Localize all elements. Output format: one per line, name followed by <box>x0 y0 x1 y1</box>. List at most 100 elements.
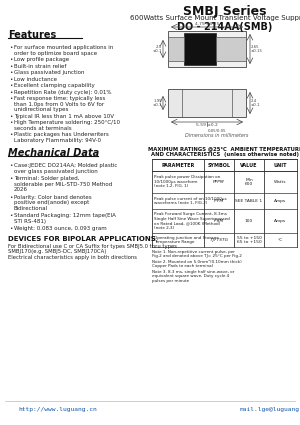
Text: Operating junction and Storage: Operating junction and Storage <box>154 235 219 240</box>
Text: •: • <box>9 76 12 82</box>
Text: SEE TABLE 1: SEE TABLE 1 <box>236 199 262 203</box>
Text: Note 2. Mounted on 5.0mm²(0.10mm thick): Note 2. Mounted on 5.0mm²(0.10mm thick) <box>152 260 242 264</box>
Bar <box>168 31 246 67</box>
Text: 0.05/0.05: 0.05/0.05 <box>208 129 226 133</box>
Text: Excellent clamping capability: Excellent clamping capability <box>14 83 95 88</box>
Text: order to optimize board space: order to optimize board space <box>14 51 97 56</box>
Text: on Rated Load, @100K (Method): on Rated Load, @100K (Method) <box>154 221 220 225</box>
Text: Peak Forward Surge Current, 8.3ms: Peak Forward Surge Current, 8.3ms <box>154 212 227 216</box>
Text: 4.75 ±0.25: 4.75 ±0.25 <box>195 22 219 26</box>
Text: High Temperature soldering: 250°C/10: High Temperature soldering: 250°C/10 <box>14 120 120 125</box>
Text: Typical IR less than 1 mA above 10V: Typical IR less than 1 mA above 10V <box>14 113 114 119</box>
Text: 2.5
±0.1: 2.5 ±0.1 <box>152 45 162 53</box>
Text: Dimensions in millimeters: Dimensions in millimeters <box>185 133 249 138</box>
Text: •: • <box>9 113 12 119</box>
Text: than 1.0ps from 0 Volts to 6V for: than 1.0ps from 0 Volts to 6V for <box>14 102 104 107</box>
Text: VALUE: VALUE <box>240 162 258 167</box>
Text: •: • <box>9 176 12 181</box>
Text: •: • <box>9 83 12 88</box>
Text: pulses per minute: pulses per minute <box>152 279 189 283</box>
Text: Terminal: Solder plated,: Terminal: Solder plated, <box>14 176 80 181</box>
Text: Bidirectional: Bidirectional <box>14 206 48 210</box>
Text: •: • <box>9 96 12 101</box>
Bar <box>168 89 246 117</box>
Text: positive end(anode) except: positive end(anode) except <box>14 200 89 205</box>
Text: PARAMETER: PARAMETER <box>161 162 195 167</box>
Text: •: • <box>9 90 12 94</box>
Text: Plastic packages has Underwriters: Plastic packages has Underwriters <box>14 132 109 137</box>
Text: •: • <box>9 195 12 199</box>
Text: unidirectional types: unidirectional types <box>14 107 68 112</box>
Text: °C: °C <box>278 238 283 242</box>
Text: Amps: Amps <box>274 219 286 223</box>
Text: Peak pulse power Dissipation on: Peak pulse power Dissipation on <box>154 175 220 179</box>
Text: 10/1000μs waveform: 10/1000μs waveform <box>154 180 197 184</box>
Text: Min: Min <box>245 178 253 181</box>
Text: 65 to +150: 65 to +150 <box>237 240 261 244</box>
Text: Built-in strain relief: Built-in strain relief <box>14 63 66 68</box>
Text: http://www.luguang.cn: http://www.luguang.cn <box>18 407 97 412</box>
Text: 600Watts Surface Mount Transient Voltage Suppressor: 600Watts Surface Mount Transient Voltage… <box>130 15 300 21</box>
Text: Fast response time: typically less: Fast response time: typically less <box>14 96 105 101</box>
Bar <box>216 37 246 61</box>
Text: Single Half Sine Wave Superimposed: Single Half Sine Wave Superimposed <box>154 216 230 221</box>
Text: Weight: 0.083 ounce, 0.093 gram: Weight: 0.083 ounce, 0.093 gram <box>14 226 107 231</box>
Text: STI RS-481): STI RS-481) <box>14 218 46 224</box>
Text: Copper Pads to each terminal: Copper Pads to each terminal <box>152 264 213 269</box>
Text: DO - 214AA(SMB): DO - 214AA(SMB) <box>177 22 273 32</box>
Text: Mechanical Data: Mechanical Data <box>8 148 99 158</box>
Text: Glass passivated junction: Glass passivated junction <box>14 70 85 75</box>
Text: (note 1,2, FIG. 1): (note 1,2, FIG. 1) <box>154 184 188 188</box>
Text: Peak pulse current of on 10/1000μs: Peak pulse current of on 10/1000μs <box>154 196 226 201</box>
Text: 5.59 ±0.2: 5.59 ±0.2 <box>196 123 218 127</box>
Text: Electrical characteristics apply in both directions: Electrical characteristics apply in both… <box>8 255 137 260</box>
Text: •: • <box>9 226 12 231</box>
Text: solderable per MIL-STD-750 Method: solderable per MIL-STD-750 Method <box>14 181 112 187</box>
Text: Case:JEDEC DO214AA; Molded plastic: Case:JEDEC DO214AA; Molded plastic <box>14 163 117 168</box>
Text: Temperature Range: Temperature Range <box>154 240 194 244</box>
Text: UNIT: UNIT <box>274 162 287 167</box>
Text: Features: Features <box>8 30 56 40</box>
Bar <box>184 33 216 65</box>
Text: mail.lge@luguang.cn: mail.lge@luguang.cn <box>240 407 300 412</box>
Text: 2.65
±0.15: 2.65 ±0.15 <box>251 45 263 53</box>
Text: Amps: Amps <box>274 199 286 203</box>
Text: (note 2,3): (note 2,3) <box>154 226 174 230</box>
Text: Low inductance: Low inductance <box>14 76 57 82</box>
Text: 55 to +150: 55 to +150 <box>237 235 261 240</box>
Text: Polarity: Color band denotes: Polarity: Color band denotes <box>14 195 92 199</box>
Text: •: • <box>9 63 12 68</box>
Text: For surface mounted applications in: For surface mounted applications in <box>14 45 113 50</box>
Text: •: • <box>9 120 12 125</box>
Text: PPPM: PPPM <box>213 180 225 184</box>
Text: 100: 100 <box>245 219 253 223</box>
Text: SMBJ170(e.g. SMBJ5-DC, SMBJ170CA): SMBJ170(e.g. SMBJ5-DC, SMBJ170CA) <box>8 249 106 254</box>
Text: Fig.2 and denoted above TJ= 25°C per Fig.2: Fig.2 and denoted above TJ= 25°C per Fig… <box>152 255 242 258</box>
Text: Note 3. 8.3 ms, single half sine-wave, or: Note 3. 8.3 ms, single half sine-wave, o… <box>152 270 234 274</box>
Text: •: • <box>9 132 12 137</box>
Text: Low profile package: Low profile package <box>14 57 69 62</box>
Text: seconds at terminals: seconds at terminals <box>14 125 72 130</box>
Text: waveforms (note 1, FIG.2): waveforms (note 1, FIG.2) <box>154 201 207 205</box>
Text: Repetition Rate (duty cycle): 0.01%: Repetition Rate (duty cycle): 0.01% <box>14 90 112 94</box>
Text: Standard Packaging: 12mm tape(EIA: Standard Packaging: 12mm tape(EIA <box>14 213 116 218</box>
Text: SMBJ Series: SMBJ Series <box>183 5 267 18</box>
Text: AND CHARACTERISTICS  (unless otherwise noted): AND CHARACTERISTICS (unless otherwise no… <box>151 152 299 157</box>
Text: •: • <box>9 57 12 62</box>
Text: For Bidirectional use C or CA Suffix for types SMBJ5.0 thru types: For Bidirectional use C or CA Suffix for… <box>8 244 177 249</box>
Text: DEVICES FOR BIPOLAR APPLICATIONS: DEVICES FOR BIPOLAR APPLICATIONS <box>8 235 156 241</box>
Text: •: • <box>9 213 12 218</box>
Text: 1.95
±0.1: 1.95 ±0.1 <box>152 99 162 107</box>
Text: Note 1. Non-repetitive current pulse, per: Note 1. Non-repetitive current pulse, pe… <box>152 250 235 254</box>
Text: SYMBOL: SYMBOL <box>208 162 230 167</box>
Text: 2026: 2026 <box>14 187 28 192</box>
Text: Laboratory Flammability: 94V-0: Laboratory Flammability: 94V-0 <box>14 138 101 142</box>
Text: •: • <box>9 163 12 168</box>
Text: IPPM: IPPM <box>214 199 224 203</box>
Text: •: • <box>9 45 12 50</box>
Text: equivalent square wave, Duty cycle 4: equivalent square wave, Duty cycle 4 <box>152 275 229 278</box>
Text: 600: 600 <box>245 182 253 186</box>
Text: over glass passivated junction: over glass passivated junction <box>14 168 98 173</box>
Text: MAXIMUM RATINGS @25°C  AMBIENT TEMPERATURE: MAXIMUM RATINGS @25°C AMBIENT TEMPERATUR… <box>148 146 300 151</box>
Text: •: • <box>9 70 12 75</box>
